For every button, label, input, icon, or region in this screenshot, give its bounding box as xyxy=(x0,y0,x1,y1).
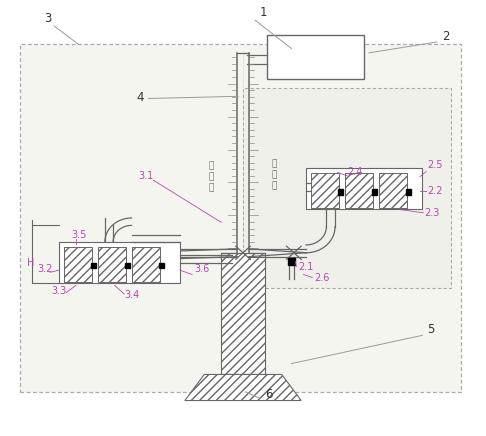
Bar xyxy=(221,253,265,375)
Bar xyxy=(406,189,411,194)
FancyBboxPatch shape xyxy=(20,44,461,392)
Bar xyxy=(59,242,180,283)
Polygon shape xyxy=(185,375,301,401)
Text: 5: 5 xyxy=(427,323,434,336)
Bar xyxy=(267,35,364,79)
Text: 2.3: 2.3 xyxy=(425,208,440,218)
Text: H: H xyxy=(27,258,35,268)
Text: 1: 1 xyxy=(260,6,267,19)
Text: 3.2: 3.2 xyxy=(37,264,52,274)
Text: 3.4: 3.4 xyxy=(124,290,139,300)
Bar xyxy=(345,173,373,208)
Text: 2.1: 2.1 xyxy=(299,262,314,272)
Text: 3.1: 3.1 xyxy=(139,171,154,181)
Text: 2.5: 2.5 xyxy=(427,160,443,170)
Text: 3: 3 xyxy=(44,12,52,25)
Bar xyxy=(372,189,377,194)
Bar xyxy=(132,247,159,282)
Text: 3.3: 3.3 xyxy=(52,286,67,296)
Text: 6: 6 xyxy=(265,388,272,402)
Bar xyxy=(379,173,407,208)
Bar xyxy=(158,263,163,269)
Bar xyxy=(338,189,343,194)
Text: 刻
度
一: 刻 度 一 xyxy=(272,159,277,190)
Text: 3.5: 3.5 xyxy=(71,230,87,239)
Text: 2.2: 2.2 xyxy=(427,186,443,196)
Text: 4: 4 xyxy=(137,91,144,104)
FancyBboxPatch shape xyxy=(243,88,451,287)
Bar xyxy=(311,173,339,208)
Text: 2: 2 xyxy=(442,30,449,43)
Text: 2.4: 2.4 xyxy=(347,167,363,177)
Bar xyxy=(125,263,130,269)
Text: 刻
度
二: 刻 度 二 xyxy=(209,161,214,192)
Bar xyxy=(288,258,295,265)
Bar xyxy=(98,247,126,282)
Bar xyxy=(64,247,92,282)
Bar xyxy=(306,168,422,209)
Text: 3.6: 3.6 xyxy=(194,264,210,274)
Bar xyxy=(91,263,96,269)
Text: 2.6: 2.6 xyxy=(314,273,330,283)
